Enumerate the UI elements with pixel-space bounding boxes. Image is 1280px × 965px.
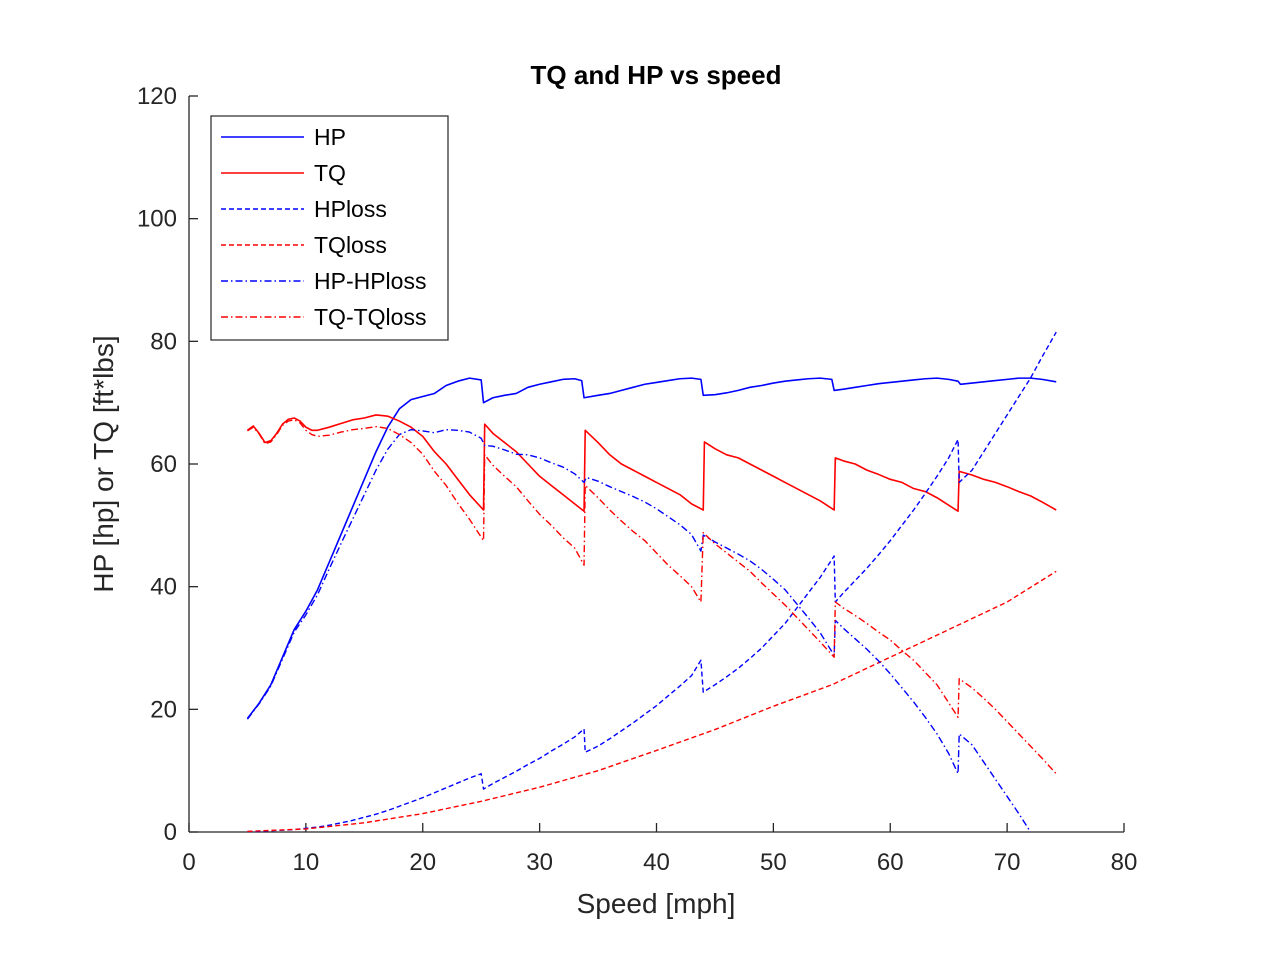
legend-label-tq: TQ bbox=[314, 160, 346, 186]
y-tick-label: 60 bbox=[150, 451, 177, 478]
y-tick-label: 0 bbox=[164, 819, 177, 846]
x-axis-ticks: 0 10 20 30 40 50 60 70 80 bbox=[182, 823, 1137, 876]
legend-label-hploss: HPloss bbox=[314, 196, 387, 222]
y-tick-label: 100 bbox=[137, 206, 177, 233]
y-tick-label: 120 bbox=[137, 83, 177, 110]
series-line-hp bbox=[246, 377, 1057, 720]
plot-lines bbox=[246, 331, 1057, 833]
series-line-tq-tqloss bbox=[247, 419, 1057, 775]
y-tick-label: 20 bbox=[150, 696, 177, 723]
legend-label-hp-hploss: HP-HPloss bbox=[314, 268, 426, 294]
legend-label-tq-tqloss: TQ-TQloss bbox=[314, 304, 426, 330]
series-line-hploss bbox=[247, 331, 1057, 833]
x-tick-label: 20 bbox=[409, 849, 436, 876]
series-line-tq bbox=[246, 414, 1057, 513]
x-tick-label: 0 bbox=[182, 849, 195, 876]
x-tick-label: 80 bbox=[1111, 849, 1138, 876]
legend-label-tqloss: TQloss bbox=[314, 232, 387, 258]
legend: HP TQ HPloss TQloss HP-HPloss TQ-TQloss bbox=[210, 115, 449, 341]
x-axis-label: Speed [mph] bbox=[577, 888, 736, 919]
x-tick-label: 60 bbox=[877, 849, 904, 876]
legend-label-hp: HP bbox=[314, 124, 346, 150]
x-tick-label: 40 bbox=[643, 849, 670, 876]
x-tick-label: 30 bbox=[526, 849, 553, 876]
x-tick-label: 50 bbox=[760, 849, 787, 876]
series-line-tqloss bbox=[247, 570, 1057, 833]
y-axis-ticks: 0 20 40 60 80 100 120 bbox=[137, 83, 198, 846]
legend-box bbox=[210, 115, 449, 341]
y-tick-label: 80 bbox=[150, 328, 177, 355]
y-axis-label: HP [hp] or TQ [ft*lbs] bbox=[88, 335, 119, 592]
x-tick-label: 70 bbox=[994, 849, 1021, 876]
chart-title: TQ and HP vs speed bbox=[531, 60, 782, 90]
x-tick-label: 10 bbox=[293, 849, 320, 876]
series-line-hp-hploss bbox=[246, 428, 1032, 833]
y-tick-label: 40 bbox=[150, 574, 177, 601]
